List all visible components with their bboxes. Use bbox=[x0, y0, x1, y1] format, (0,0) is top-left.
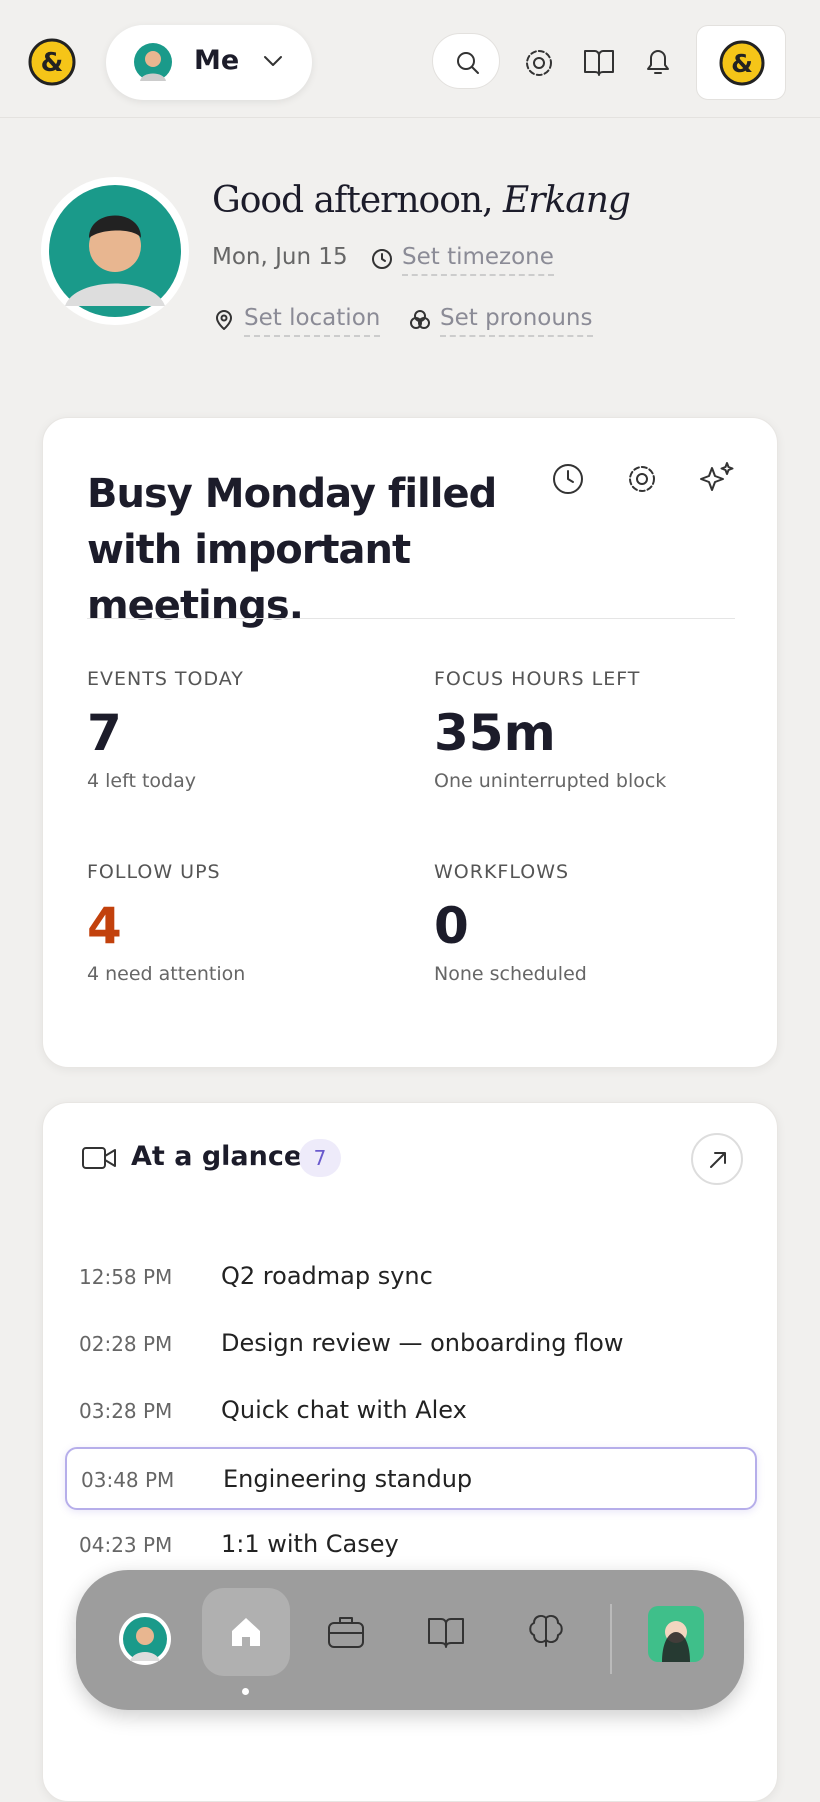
event-row[interactable]: 02:28 PM Design review — onboarding flow bbox=[65, 1313, 757, 1376]
search-icon bbox=[457, 52, 479, 74]
event-time: 04:23 PM bbox=[79, 1533, 173, 1557]
app-logo: & bbox=[719, 40, 765, 86]
date: Mon, Jun 15 bbox=[212, 244, 348, 270]
history-icon[interactable] bbox=[551, 462, 585, 496]
chevron bbox=[264, 56, 282, 66]
pronouns-icon bbox=[410, 310, 430, 329]
stat-note: None scheduled bbox=[434, 963, 587, 985]
event-time: 02:28 PM bbox=[79, 1332, 173, 1356]
arrow-icon bbox=[710, 1152, 726, 1168]
nav-home-active[interactable] bbox=[202, 1588, 290, 1676]
svg-text:&: & bbox=[731, 49, 753, 78]
stat-note: 4 need attention bbox=[87, 963, 246, 985]
stat-label: WORKFLOWS bbox=[434, 861, 570, 883]
stat: FOLLOW UPS 4 4 need attention bbox=[87, 861, 245, 985]
event-row[interactable]: 03:48 PM Engineering standup bbox=[65, 1447, 757, 1510]
glance-title: At a glance bbox=[131, 1141, 303, 1172]
home-icon bbox=[232, 1618, 260, 1646]
app-button[interactable]: & bbox=[696, 25, 786, 100]
event-time: 03:48 PM bbox=[81, 1468, 175, 1492]
stat-note: One uninterrupted block bbox=[434, 770, 667, 792]
nav-separator bbox=[610, 1604, 612, 1674]
stat-label: FOLLOW UPS bbox=[87, 861, 221, 883]
search-button[interactable] bbox=[432, 33, 500, 89]
event-title: Q2 roadmap sync bbox=[221, 1262, 433, 1290]
user-name: Erkang bbox=[502, 180, 631, 221]
video-icon bbox=[82, 1147, 116, 1169]
event-title: Engineering standup bbox=[223, 1465, 473, 1493]
event-title: Quick chat with Alex bbox=[221, 1396, 467, 1424]
nav-avatar[interactable] bbox=[118, 1612, 172, 1666]
pronouns-link[interactable]: Set pronouns bbox=[440, 305, 593, 337]
count-badge: 7 bbox=[299, 1139, 341, 1177]
summary-title: Busy Monday filled with important meetin… bbox=[87, 471, 497, 629]
greeting-text: Good afternoon, bbox=[212, 180, 494, 221]
location-link[interactable]: Set location bbox=[244, 305, 381, 337]
notifications-icon[interactable] bbox=[643, 45, 673, 79]
stat: WORKFLOWS 0 None scheduled bbox=[434, 861, 587, 985]
open-button[interactable] bbox=[691, 1133, 743, 1185]
briefcase-icon[interactable] bbox=[326, 1614, 366, 1650]
settings-icon[interactable] bbox=[523, 47, 555, 79]
profile-label: Me bbox=[194, 45, 240, 76]
timezone-link[interactable]: Set timezone bbox=[402, 244, 554, 276]
stat-label: FOCUS HOURS LEFT bbox=[434, 668, 641, 690]
profile-avatar bbox=[41, 177, 189, 325]
event-row[interactable]: 12:58 PM Q2 roadmap sync bbox=[65, 1246, 757, 1309]
greeting: Good afternoon, Erkang bbox=[212, 180, 631, 221]
docs-icon[interactable] bbox=[582, 47, 616, 77]
clock-icon bbox=[372, 249, 392, 269]
event-row[interactable]: 03:28 PM Quick chat with Alex bbox=[65, 1380, 757, 1443]
divider bbox=[87, 618, 735, 619]
event-title: 1:1 with Casey bbox=[221, 1530, 399, 1558]
sparkle-icon[interactable] bbox=[699, 460, 735, 496]
top-bar bbox=[0, 0, 820, 118]
stat: FOCUS HOURS LEFT 35m One uninterrupted blo… bbox=[434, 668, 666, 792]
bottom-nav bbox=[76, 1570, 744, 1710]
pin-icon bbox=[216, 310, 232, 330]
assistant-avatar[interactable] bbox=[648, 1606, 704, 1662]
event-time: 03:28 PM bbox=[79, 1399, 173, 1423]
profile-switcher[interactable]: Me bbox=[106, 25, 312, 100]
stat-value: 7 bbox=[87, 704, 122, 762]
book-icon[interactable] bbox=[426, 1614, 466, 1650]
stat: EVENTS TODAY 7 4 left today bbox=[87, 668, 244, 792]
avatar bbox=[134, 43, 172, 81]
logo[interactable]: & bbox=[28, 38, 76, 86]
stat-note: 4 left today bbox=[87, 770, 196, 792]
active-dot bbox=[242, 1688, 249, 1695]
event-title: Design review — onboarding flow bbox=[221, 1329, 624, 1357]
svg-text:&: & bbox=[41, 48, 64, 78]
stat-value: 4 bbox=[87, 897, 122, 955]
brain-icon[interactable] bbox=[526, 1612, 566, 1652]
stat-label: EVENTS TODAY bbox=[87, 668, 244, 690]
event-time: 12:58 PM bbox=[79, 1265, 173, 1289]
summary-card: Busy Monday filled with important meetin… bbox=[42, 417, 778, 1068]
card-settings-icon[interactable] bbox=[625, 462, 659, 496]
event-row[interactable]: 04:23 PM 1:1 with Casey bbox=[65, 1514, 757, 1577]
stat-value: 35m bbox=[434, 704, 556, 762]
stat-value: 0 bbox=[434, 897, 469, 955]
